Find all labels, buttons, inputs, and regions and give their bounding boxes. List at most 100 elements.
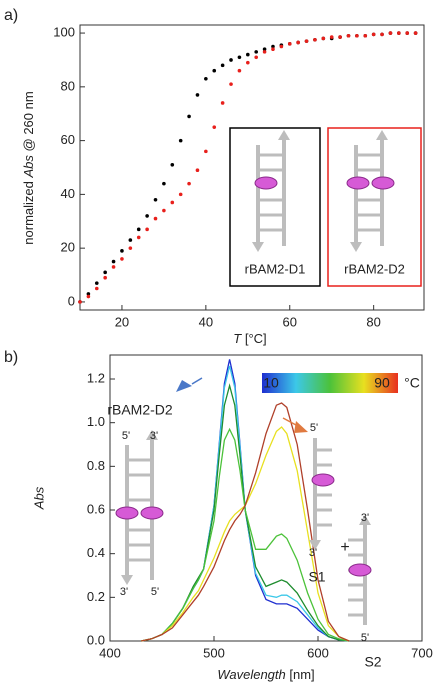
data-point bbox=[329, 35, 334, 39]
x-axis-label: T [°C] bbox=[233, 331, 266, 346]
annotation: 3' bbox=[120, 586, 128, 598]
data-point bbox=[103, 270, 107, 275]
data-point bbox=[187, 181, 191, 186]
data-point bbox=[204, 149, 208, 154]
pointer-arrow bbox=[294, 421, 308, 433]
data-point bbox=[229, 82, 233, 86]
x-label-part: [nm] bbox=[286, 667, 315, 682]
data-point bbox=[229, 58, 233, 62]
y-tick-label: 1.2 bbox=[87, 370, 105, 385]
pointer-line bbox=[282, 417, 297, 426]
spectrum-line bbox=[141, 402, 350, 642]
plot-frame bbox=[109, 354, 423, 642]
data-point bbox=[120, 249, 124, 253]
pointer-arrow bbox=[176, 380, 192, 392]
colorbar-min: 10 bbox=[263, 375, 279, 391]
data-point bbox=[145, 227, 149, 232]
y-label-part: @ 260 nm bbox=[21, 91, 36, 155]
data-point bbox=[86, 292, 91, 296]
data-point bbox=[405, 31, 410, 35]
data-point bbox=[338, 35, 342, 39]
colorbar-max: 90 bbox=[374, 375, 390, 391]
x-label-part: [°C] bbox=[241, 331, 266, 346]
x-tick-label: 400 bbox=[99, 645, 121, 660]
annotation: 3' bbox=[150, 430, 158, 442]
data-point bbox=[304, 39, 309, 43]
x-tick-label: 80 bbox=[366, 314, 380, 329]
arrowhead bbox=[309, 540, 321, 550]
data-point bbox=[246, 52, 250, 57]
y-tick-label: 20 bbox=[61, 240, 75, 255]
data-point bbox=[178, 138, 183, 143]
data-point bbox=[178, 192, 183, 197]
arrowhead bbox=[146, 430, 158, 440]
arrowhead bbox=[359, 515, 371, 525]
chromophore bbox=[348, 563, 372, 577]
y-tick-label: 100 bbox=[53, 25, 75, 40]
annotation: S2 bbox=[364, 654, 381, 670]
data-point bbox=[136, 227, 141, 232]
data-point bbox=[287, 42, 292, 46]
y-label-part: Abs bbox=[21, 155, 36, 179]
data-point bbox=[212, 68, 217, 73]
data-point bbox=[136, 235, 141, 240]
y-tick-label: 60 bbox=[61, 132, 75, 147]
panel-label: a) bbox=[4, 7, 18, 24]
data-point bbox=[162, 208, 166, 213]
y-tick-label: 0.6 bbox=[87, 501, 105, 516]
chromophore bbox=[140, 506, 164, 520]
annotation: 5' bbox=[151, 586, 159, 598]
inset-label: rBAM2-D1 bbox=[245, 261, 306, 276]
data-point bbox=[78, 300, 82, 304]
x-tick-label: 700 bbox=[411, 645, 433, 660]
data-point bbox=[153, 197, 158, 202]
x-tick-label: 40 bbox=[199, 314, 213, 329]
panel-label: b) bbox=[4, 349, 18, 366]
arrowhead bbox=[376, 130, 388, 140]
data-point bbox=[111, 259, 116, 264]
data-point bbox=[371, 32, 376, 37]
data-point bbox=[170, 200, 175, 205]
data-point bbox=[220, 63, 225, 68]
pointer-line bbox=[191, 377, 203, 385]
data-point bbox=[195, 168, 200, 172]
spectrum-line bbox=[141, 427, 350, 642]
data-point bbox=[237, 68, 242, 73]
data-point bbox=[237, 55, 242, 60]
x-tick-label: 20 bbox=[115, 314, 129, 329]
y-tick-label: 0.8 bbox=[87, 458, 105, 473]
annotation: + bbox=[340, 539, 349, 556]
data-point bbox=[204, 76, 208, 81]
y-tick-label: 40 bbox=[61, 186, 75, 201]
data-point bbox=[380, 32, 384, 37]
annotation: 5' bbox=[122, 430, 130, 442]
colorbar bbox=[262, 373, 398, 393]
y-label-part: normalized bbox=[21, 177, 36, 244]
data-point bbox=[94, 281, 99, 285]
data-point bbox=[212, 125, 217, 129]
y-tick-label: 0.4 bbox=[87, 545, 105, 560]
colorbar-unit: °C bbox=[404, 375, 420, 391]
data-point bbox=[271, 47, 275, 51]
arrowhead bbox=[350, 242, 362, 252]
chromophore bbox=[311, 473, 335, 487]
chromophore bbox=[254, 176, 278, 190]
data-point bbox=[363, 33, 368, 38]
annotation: 3' bbox=[309, 547, 317, 559]
annotation: 5' bbox=[361, 632, 369, 644]
data-point bbox=[262, 50, 267, 54]
x-axis-label: Wavelength [nm] bbox=[217, 667, 314, 682]
arrowhead bbox=[252, 242, 264, 252]
data-point bbox=[346, 33, 351, 38]
data-point bbox=[296, 40, 300, 45]
data-point bbox=[128, 246, 133, 250]
spectrum-line bbox=[141, 426, 350, 642]
annotation: 5' bbox=[310, 422, 318, 434]
data-point bbox=[388, 31, 393, 35]
data-point bbox=[94, 286, 99, 291]
y-tick-label: 1.0 bbox=[87, 414, 105, 429]
data-point bbox=[170, 163, 175, 167]
data-point bbox=[262, 47, 267, 51]
y-axis-label: Abs bbox=[31, 486, 46, 510]
chromophore bbox=[115, 506, 139, 520]
